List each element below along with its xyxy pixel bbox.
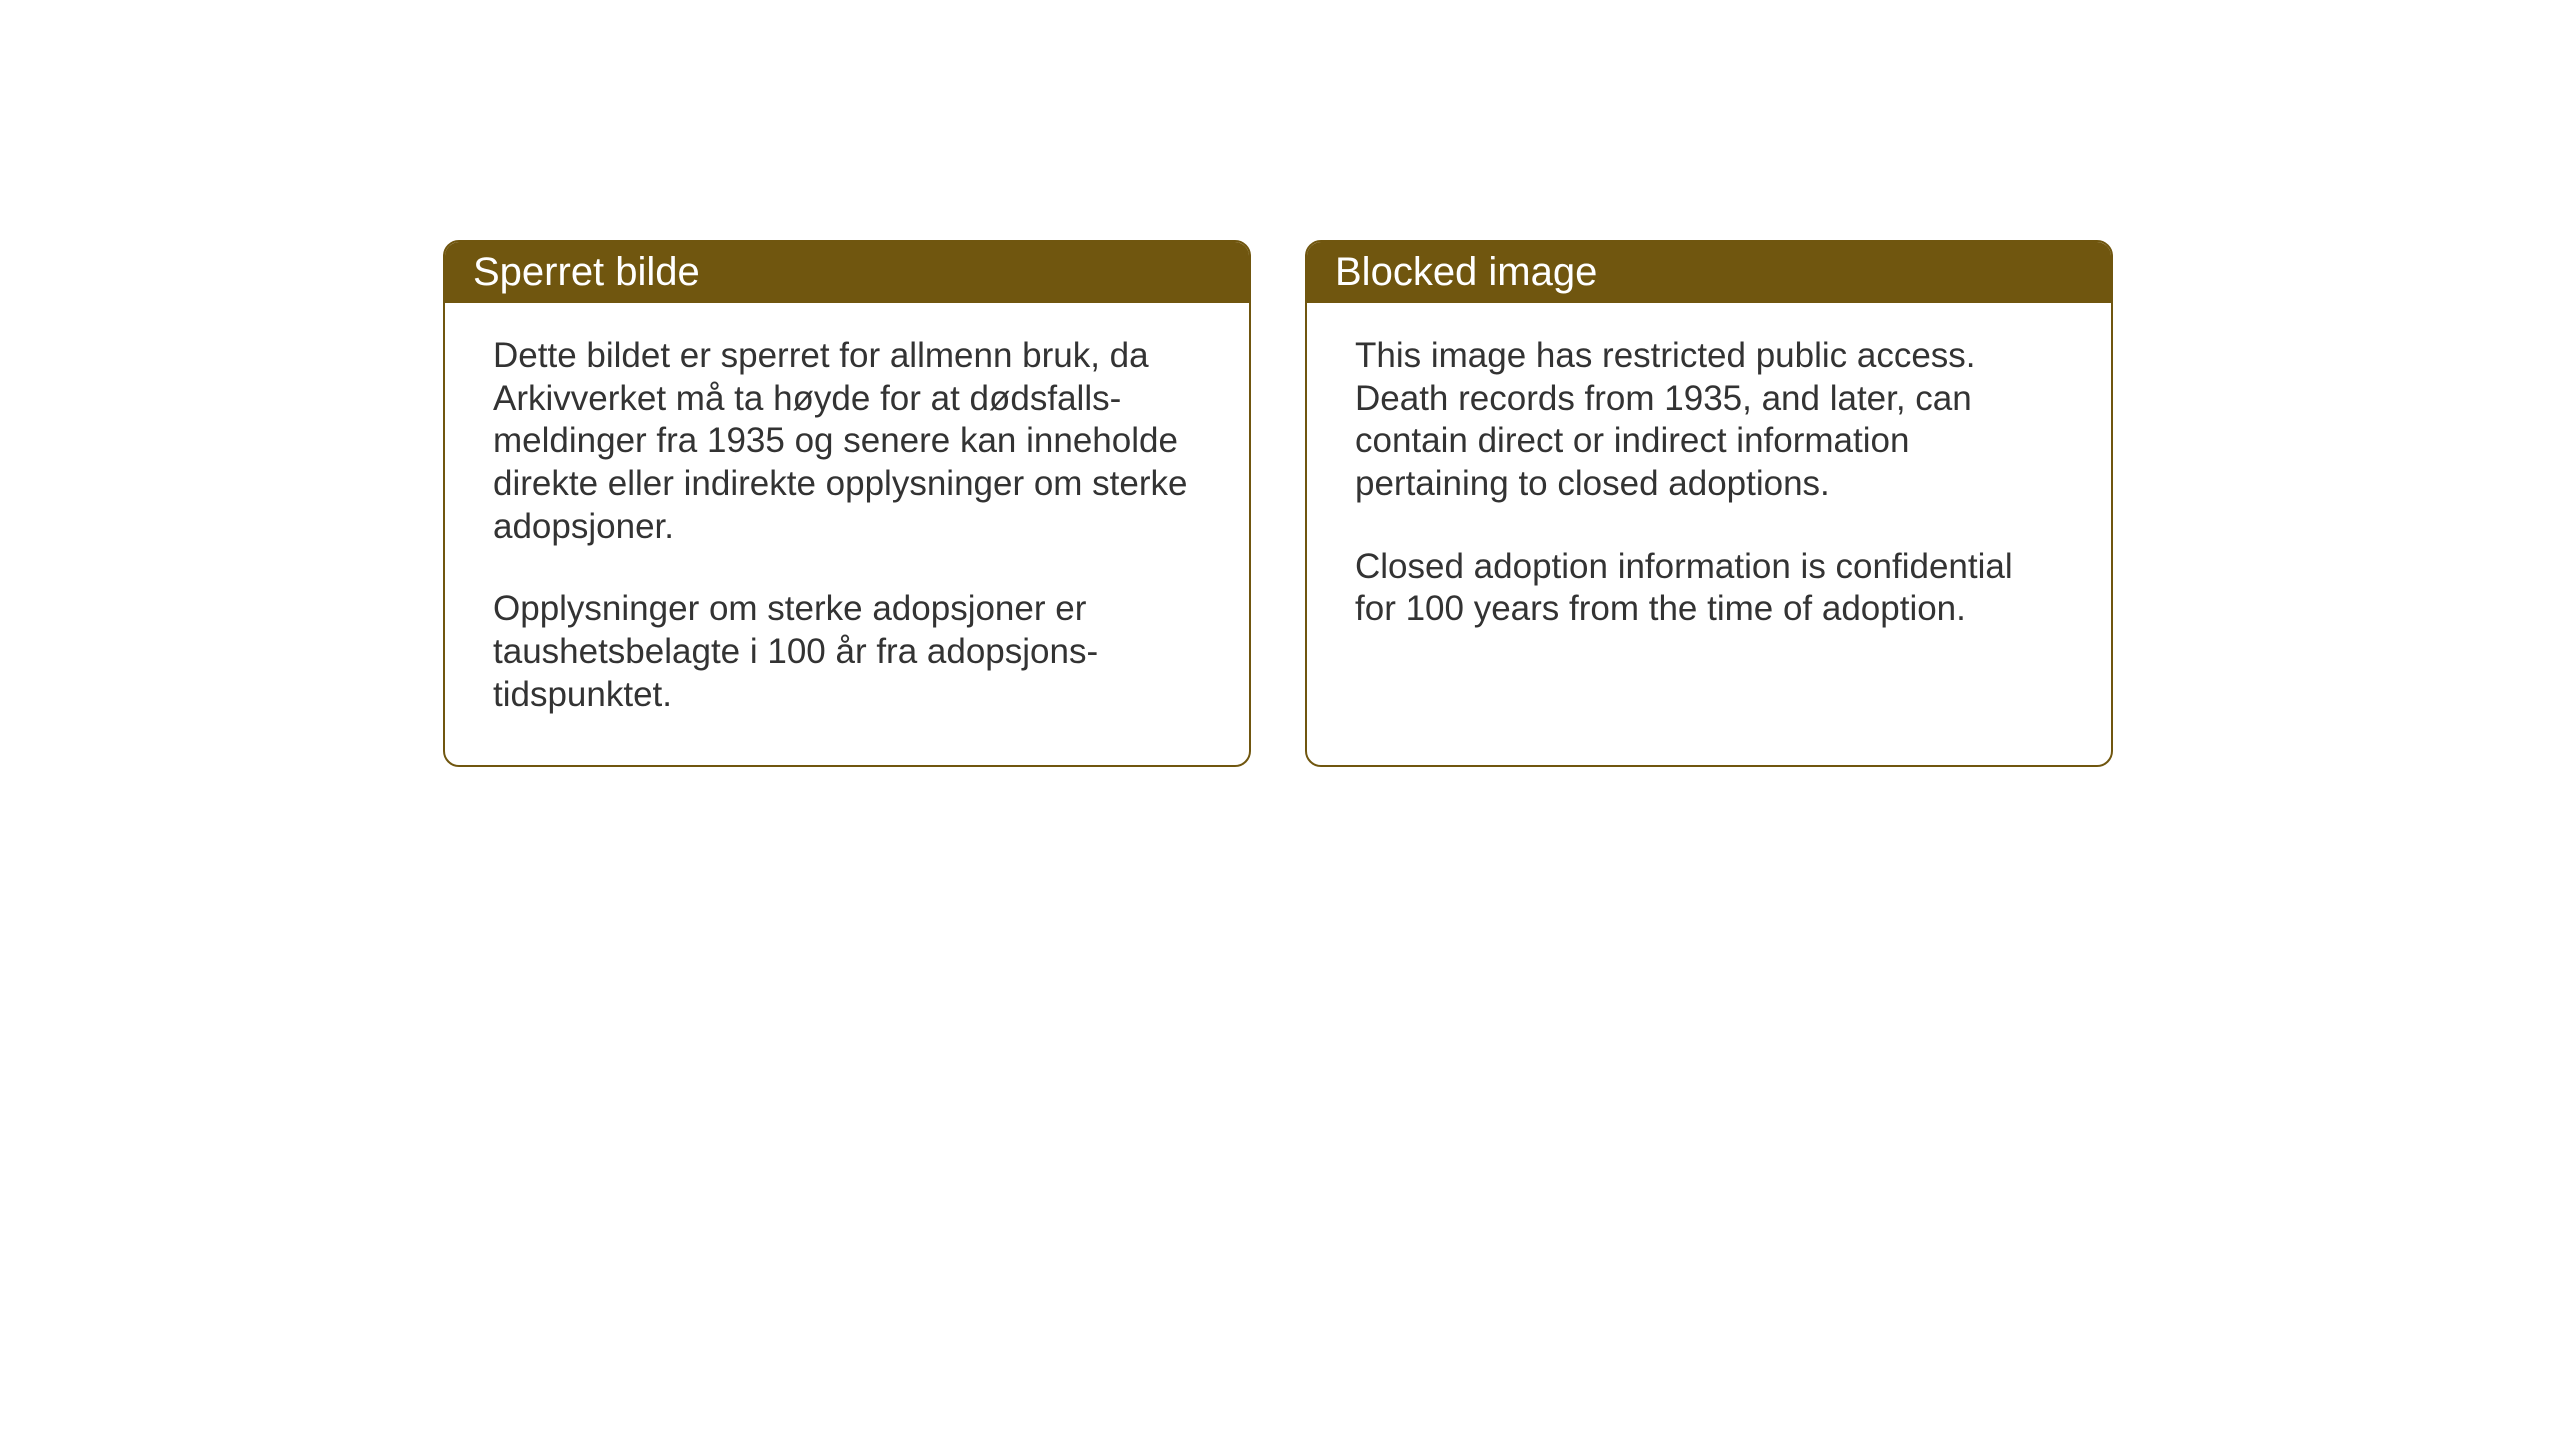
norwegian-paragraph-2: Opplysninger om sterke adopsjoner er tau… xyxy=(493,588,1201,716)
norwegian-notice-card: Sperret bilde Dette bildet er sperret fo… xyxy=(443,240,1251,767)
english-paragraph-2: Closed adoption information is confident… xyxy=(1355,546,2063,631)
english-notice-card: Blocked image This image has restricted … xyxy=(1305,240,2113,767)
english-card-body: This image has restricted public access.… xyxy=(1307,303,2111,679)
english-card-title: Blocked image xyxy=(1307,242,2111,303)
norwegian-card-body: Dette bildet er sperret for allmenn bruk… xyxy=(445,303,1249,765)
norwegian-card-title: Sperret bilde xyxy=(445,242,1249,303)
notice-container: Sperret bilde Dette bildet er sperret fo… xyxy=(443,240,2113,767)
norwegian-paragraph-1: Dette bildet er sperret for allmenn bruk… xyxy=(493,335,1201,548)
english-paragraph-1: This image has restricted public access.… xyxy=(1355,335,2063,506)
